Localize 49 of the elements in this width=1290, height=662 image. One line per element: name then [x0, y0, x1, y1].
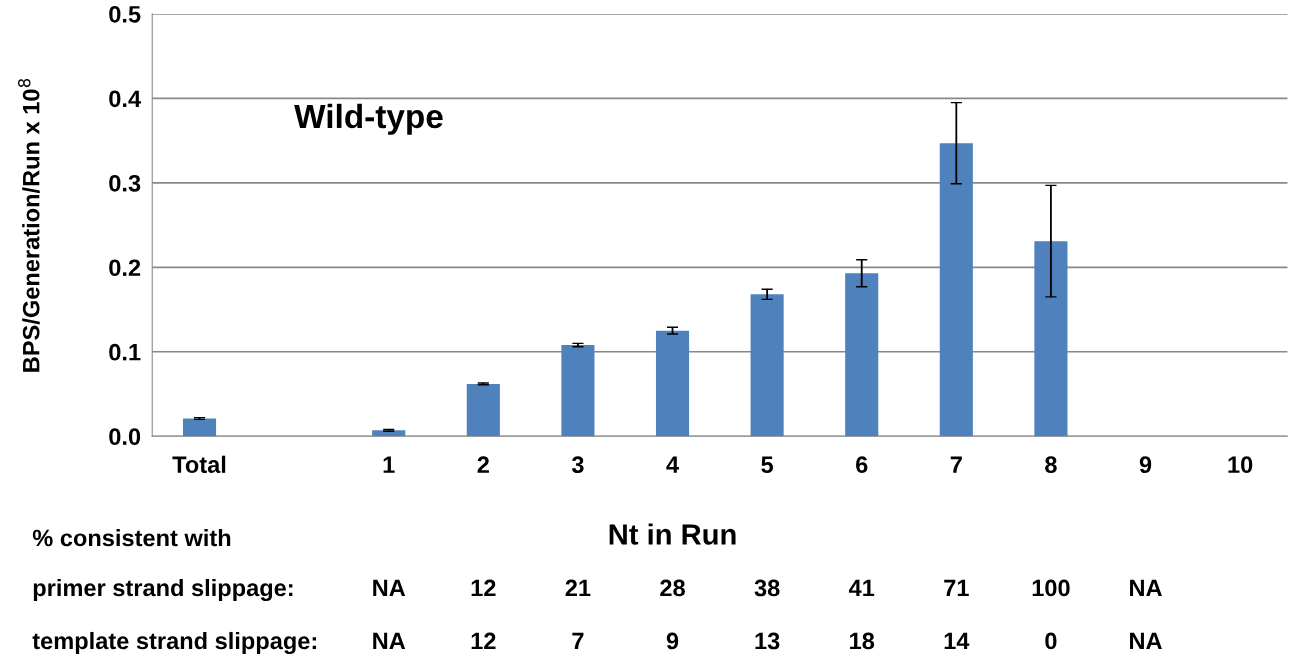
x-tick-label: 10 [1228, 456, 1253, 474]
text: 12 [471, 579, 496, 597]
text: NA [373, 632, 406, 650]
text: 28 [660, 579, 685, 597]
text: primer strand slippage: [33, 578, 293, 602]
x-tick-label: 6 [856, 456, 868, 474]
text: 41 [848, 579, 875, 597]
x-tick-label: 1 [383, 456, 395, 473]
text: 100 [1032, 579, 1070, 597]
y-tick-label: 0.2 [109, 259, 141, 277]
x-tick-label: 9 [1139, 456, 1152, 474]
text: 71 [944, 579, 969, 597]
text: 14 [944, 632, 970, 650]
y-tick-label: 0.1 [109, 343, 141, 361]
text: 13 [755, 632, 780, 650]
x-tick-label: 4 [666, 456, 679, 473]
x-tick-label: 5 [761, 456, 774, 474]
text: 0 [1045, 632, 1057, 650]
x-tick-label: Total [172, 455, 226, 474]
y-tick-label: 0.0 [109, 428, 141, 446]
text: template strand slippage: [32, 631, 316, 655]
text: 38 [754, 579, 780, 597]
bar [182, 418, 217, 437]
x-tick-label: 8 [1045, 456, 1057, 474]
y-axis-title: BPS/Generation/Run x 10$^{8}$ [17, 78, 40, 372]
text: 12 [471, 632, 496, 650]
annotation: Wild-type [294, 103, 443, 135]
x-axis-title: Nt in Run [609, 523, 736, 545]
bar [655, 330, 690, 437]
text: NA [1130, 632, 1162, 650]
text: 21 [565, 579, 591, 597]
text: 9 [666, 632, 679, 650]
text: 7 [572, 632, 584, 650]
x-tick-label: 2 [477, 456, 489, 473]
x-tick-label: 7 [950, 456, 962, 473]
y-tick-label: 0.3 [109, 174, 141, 192]
bar [561, 345, 595, 437]
x-tick-label: 3 [571, 456, 584, 474]
text: % consistent with [32, 528, 231, 547]
y-tick-label: 0.5 [109, 5, 141, 23]
bar [845, 273, 879, 437]
text: NA [373, 579, 406, 597]
bar [750, 294, 784, 437]
y-tick-label: 0.4 [109, 90, 141, 108]
text: 18 [850, 632, 875, 650]
text: NA [1130, 579, 1162, 597]
bar [939, 143, 973, 437]
bar [1034, 241, 1068, 437]
bar [466, 383, 500, 437]
